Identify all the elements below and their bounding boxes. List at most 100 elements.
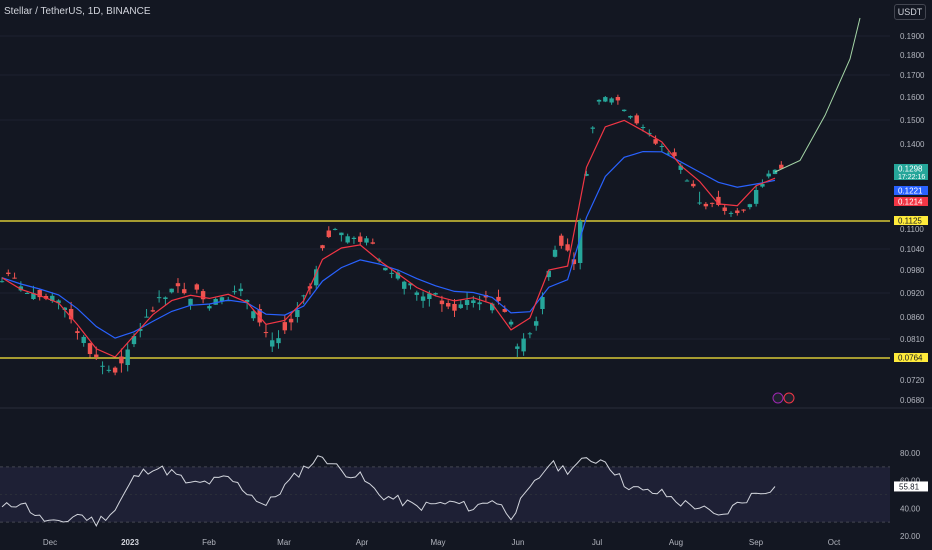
candle-body [433, 293, 438, 295]
candle-body [163, 297, 168, 299]
time-tick-label: May [430, 538, 445, 547]
candle-body [138, 329, 143, 331]
candle-body [747, 204, 753, 208]
candle-body [37, 289, 42, 298]
candle-body [370, 242, 375, 244]
candle-body [446, 303, 451, 307]
candle-body [182, 289, 187, 294]
candle-body [156, 297, 162, 299]
candle-body [194, 284, 200, 290]
candle-body [383, 267, 388, 271]
price-label-box [894, 197, 928, 206]
candle-body [533, 321, 539, 326]
candle-body [779, 164, 784, 169]
price-label-countdown: 17:22:16 [898, 174, 925, 181]
candle-body [621, 109, 627, 112]
candle-body [596, 99, 602, 102]
time-tick-label: Apr [356, 538, 369, 547]
price-tick-label: 0.1800 [900, 51, 925, 60]
candle-body [232, 291, 237, 293]
candle-body [728, 212, 734, 214]
candle-body [81, 336, 86, 344]
time-tick-label: Dec [43, 538, 57, 547]
price-label-box [894, 164, 928, 180]
price-tick-label: 0.1100 [900, 225, 924, 234]
candle-body [358, 236, 363, 242]
candle-body [722, 207, 727, 211]
candle-body [653, 139, 658, 144]
price-tick-label: 0.0920 [900, 289, 925, 298]
candle-body [389, 272, 394, 274]
event-icon [772, 392, 784, 404]
candle-body [112, 367, 118, 373]
candle-body [314, 269, 319, 286]
time-tick-label: Aug [669, 538, 683, 547]
candle-body [716, 196, 721, 205]
candle-body [471, 300, 476, 304]
candle-body [364, 238, 369, 243]
candle-body [270, 340, 275, 347]
candle-body [634, 115, 639, 124]
price-label-value: 0.1214 [898, 198, 923, 207]
candle-body [753, 189, 759, 204]
candle-body [207, 306, 212, 309]
projection-line [774, 17, 861, 173]
candle-body [546, 270, 551, 278]
candle-body [75, 331, 80, 333]
candle-body [295, 309, 300, 317]
candle-body [464, 300, 470, 305]
price-tick-label: 0.0810 [900, 335, 925, 344]
time-tick-label: Mar [277, 538, 291, 547]
price-tick-label: 0.0680 [900, 396, 925, 405]
ema-fast-line [1, 119, 776, 358]
candle-body [659, 145, 665, 147]
candle-body [684, 180, 690, 182]
candle-body [489, 303, 495, 311]
price-tick-label: 0.1900 [900, 32, 925, 41]
candle-body [276, 338, 281, 344]
time-tick-label: Jun [512, 538, 525, 547]
candle-body [24, 292, 30, 294]
candle-body [43, 295, 49, 299]
price-label-box [894, 353, 928, 362]
candle-body [665, 153, 671, 155]
candle-body [628, 115, 633, 118]
price-label-value: 0.1221 [898, 187, 923, 196]
candle-body [540, 296, 545, 309]
candle-body [0, 281, 5, 283]
price-axis: 0.1900 0.1800 0.1700 0.1600 0.1500 0.1400 0.11… [900, 32, 925, 405]
candle-body [609, 98, 614, 103]
candle-body [559, 235, 564, 246]
candle-body [458, 304, 463, 308]
candle-body [760, 184, 765, 187]
currency-badge[interactable]: USDT [894, 4, 926, 20]
time-tick-label: Sep [749, 538, 764, 547]
candle-body [395, 272, 401, 279]
candle-body [615, 97, 621, 101]
candle-body [345, 236, 350, 243]
ema-slow-line [1, 150, 776, 339]
candle-body [521, 338, 526, 352]
candle-body [339, 232, 344, 236]
time-tick-label: 2023 [121, 538, 139, 547]
candle-body [87, 343, 93, 355]
candle-body [68, 309, 74, 320]
rsi-line [1, 455, 776, 527]
candle-body [439, 300, 445, 305]
candle-body [678, 165, 683, 170]
price-label-box [894, 186, 928, 195]
time-tick-label: Oct [828, 538, 841, 547]
candle-body [106, 369, 112, 371]
candle-body [571, 259, 577, 265]
candle-body [590, 127, 595, 129]
price-label-value: 0.1298 [898, 165, 923, 174]
time-axis: Dec 2023 Feb Mar Apr May Jun Jul Aug Sep Oct [43, 538, 841, 547]
candle-body [709, 202, 715, 204]
candle-body [131, 336, 137, 345]
candle-body [640, 127, 646, 129]
price-tick-label: 0.1600 [900, 93, 925, 102]
candle-body [351, 237, 357, 239]
price-label-box [894, 216, 928, 225]
price-label-value: 0.0764 [898, 354, 923, 363]
